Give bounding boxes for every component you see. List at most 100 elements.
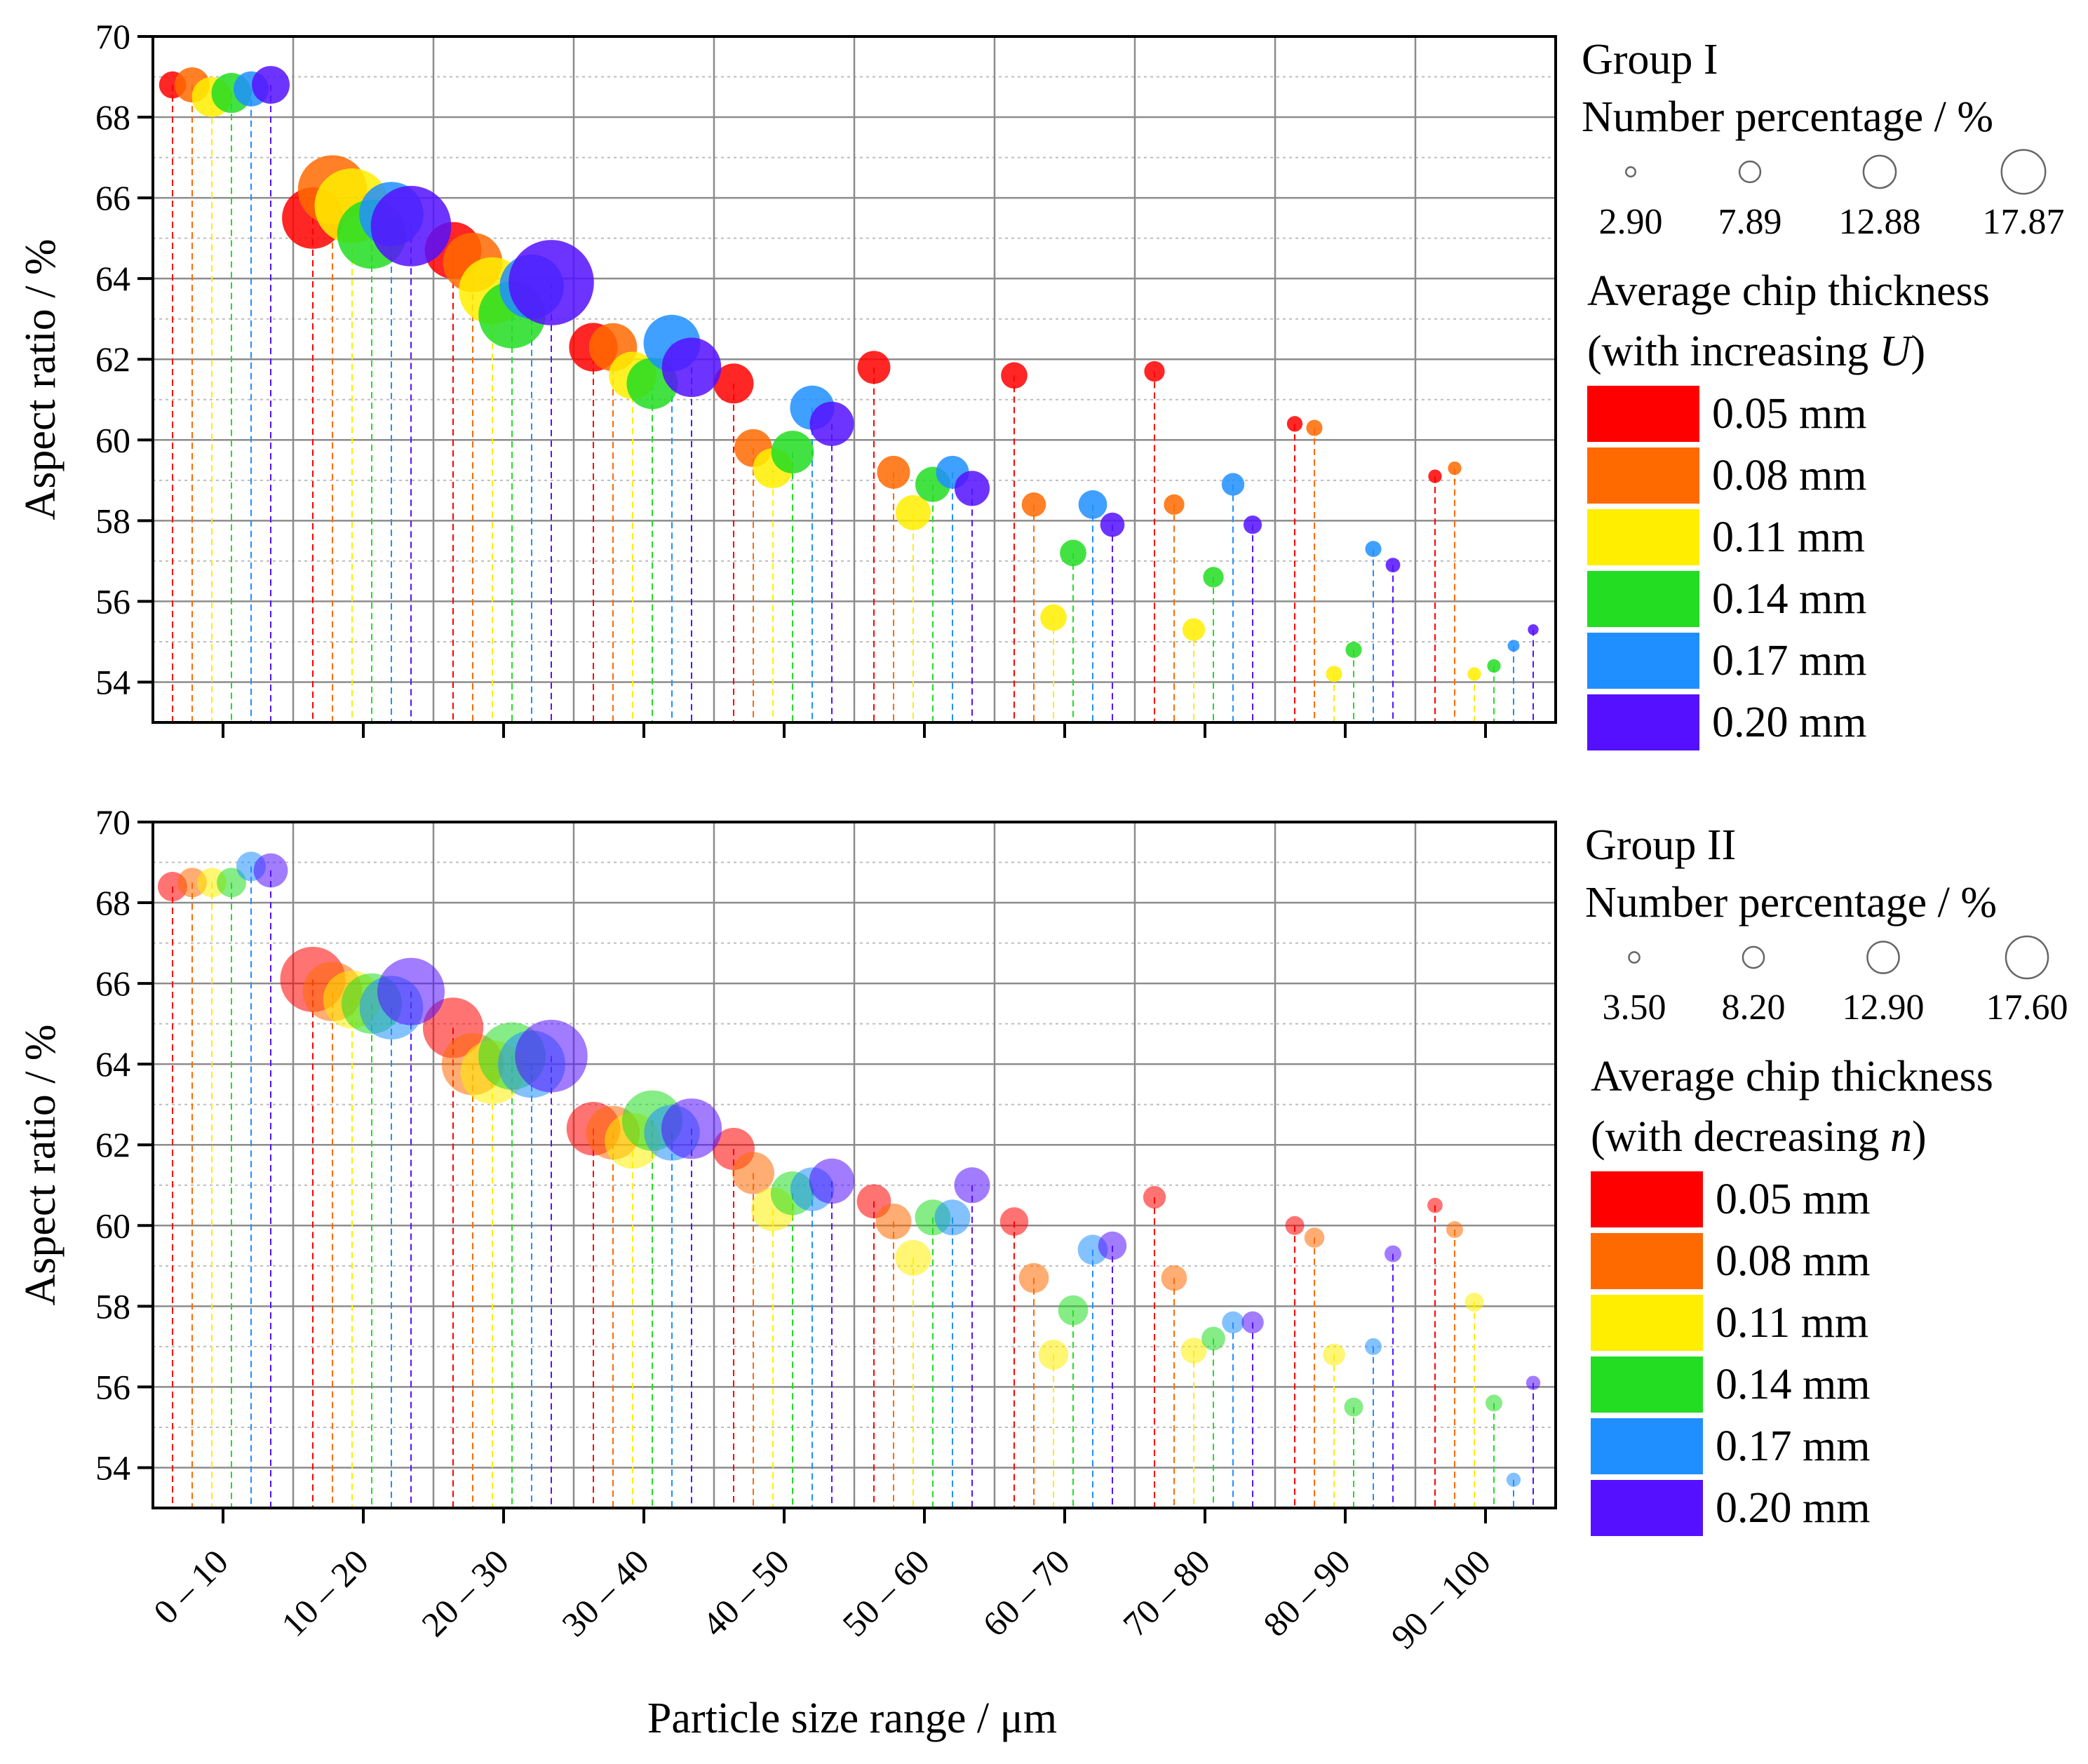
color-legend-swatch [1587,386,1699,442]
y-axis-label: Aspect ratio / % [17,1024,65,1305]
y-tick-label: 68 [95,883,130,922]
color-legend-subtitle: (with increasing U) [1587,328,1925,375]
x-tick-label: 90 – 100 [1383,1542,1497,1656]
bubble-point [508,240,594,325]
bubble-point [875,1204,912,1240]
color-legend-label: 0.05 mm [1712,390,1866,438]
x-tick-label: 40 – 50 [694,1542,797,1644]
bubble-point [954,471,990,506]
size-legend-circle [1625,166,1636,177]
bubble-point [1427,1197,1443,1213]
x-tick-label: 20 – 30 [414,1542,516,1644]
bubble-point [1060,539,1086,567]
bubble-point [1098,1231,1127,1260]
bubble-point [1203,567,1224,588]
y-tick-label: 68 [95,97,130,137]
size-legend-label: 12.88 [1839,202,1921,242]
bubble-point [1385,558,1401,573]
y-tick-label: 58 [95,1286,130,1326]
bubble-point [1507,640,1520,652]
bubble-point [809,401,854,446]
bubble-point [1486,1394,1502,1412]
y-tick-label: 66 [95,964,130,1003]
bubble-point [999,1207,1029,1236]
size-legend-circle [1738,160,1762,184]
bubble-point [253,853,288,888]
color-legend-label: 0.11 mm [1716,1299,1868,1347]
subtitle-suffix: ) [1911,328,1925,375]
bubble-point [1345,641,1362,658]
bubble-point [713,363,754,404]
size-legend-label: 17.60 [1986,988,2068,1028]
color-legend-label: 0.11 mm [1712,513,1865,561]
x-tick-label: 0 – 10 [146,1542,236,1631]
subtitle-suffix: ) [1912,1113,1927,1161]
bubble-point [771,431,814,473]
color-legend-label: 0.08 mm [1716,1237,1870,1285]
y-tick-label: 66 [95,178,130,217]
bubble-point [1326,666,1342,682]
subtitle-prefix: (with increasing [1587,328,1880,375]
bubble-point [1241,1311,1264,1334]
size-legend-title: Number percentage / % [1585,879,1997,927]
y-tick-label: 58 [95,501,130,540]
y-tick-label: 64 [95,259,130,298]
subtitle-prefix: (with decreasing [1591,1113,1890,1161]
color-legend-swatch [1591,1295,1703,1351]
bubble-point [217,868,246,898]
y-tick-label: 70 [95,802,130,842]
bubble-point [1078,490,1107,519]
y-tick-label: 56 [95,1367,130,1406]
panel-group-i: 54 56 58 60 62 64 66 68 70 Aspect ratio / % Group … [17,17,2065,750]
color-legend-swatch [1587,571,1699,627]
bubble-point [1506,1472,1521,1487]
group-title: Group II [1585,821,1736,869]
y-tick-label: 60 [95,420,130,459]
color-legend-swatch [1587,447,1699,504]
bubble-point [895,494,931,530]
bubble-point [1446,1221,1463,1239]
bubble-point [1365,1338,1382,1355]
bubble-point [515,1019,588,1093]
x-tick-label: 30 – 40 [554,1542,656,1644]
color-legend-swatch [1591,1356,1703,1413]
bubble-point [1365,541,1382,558]
y-tick-label: 60 [95,1206,130,1245]
bubble-point [1018,1263,1049,1293]
bubble-point [1143,1185,1166,1209]
bubble-point [1222,1311,1244,1334]
color-legend-swatch [1591,1480,1703,1536]
size-legend-circle [1866,941,1900,974]
color-legend-title: Average chip thickness [1587,267,1990,315]
color-legend-swatch [1587,509,1699,565]
y-tick-label: 62 [95,1125,130,1164]
size-legend-circle [2005,935,2049,980]
x-tick-label: 10 – 20 [274,1542,376,1644]
color-legend-label: 0.20 mm [1712,699,1866,746]
bubble-point [1144,361,1165,382]
color-legend-label: 0.05 mm [1716,1176,1870,1223]
bubble-point [1323,1343,1345,1366]
color-legend-label: 0.14 mm [1716,1361,1870,1408]
color-legend-label: 0.08 mm [1712,452,1866,499]
size-legend-label: 2.90 [1599,202,1663,242]
bubble-point [1344,1397,1363,1417]
subtitle-variable: U [1880,328,1914,375]
bubble-point [809,1158,855,1204]
color-legend-label: 0.17 mm [1712,637,1866,685]
bubble-point [1285,1216,1305,1235]
x-tick-label: 80 – 90 [1255,1542,1358,1644]
bubble-point [1286,416,1303,432]
panel-group-ii: 54 56 58 60 62 64 66 68 70 Aspect ratio / % 0 – 10… [17,802,2068,1657]
plot-frame [151,821,1557,1509]
bubble-point [661,337,722,398]
x-axis-label: Particle size range / μm [647,1695,1057,1742]
bubble-point [1021,492,1046,517]
bubble-point [1001,362,1028,389]
y-tick-label: 70 [95,17,130,56]
plot-frame [151,35,1557,724]
color-legend-subtitle: (with decreasing n) [1591,1113,1927,1161]
x-tick-label: 50 – 60 [835,1542,937,1644]
bubble-point [1464,1293,1484,1312]
